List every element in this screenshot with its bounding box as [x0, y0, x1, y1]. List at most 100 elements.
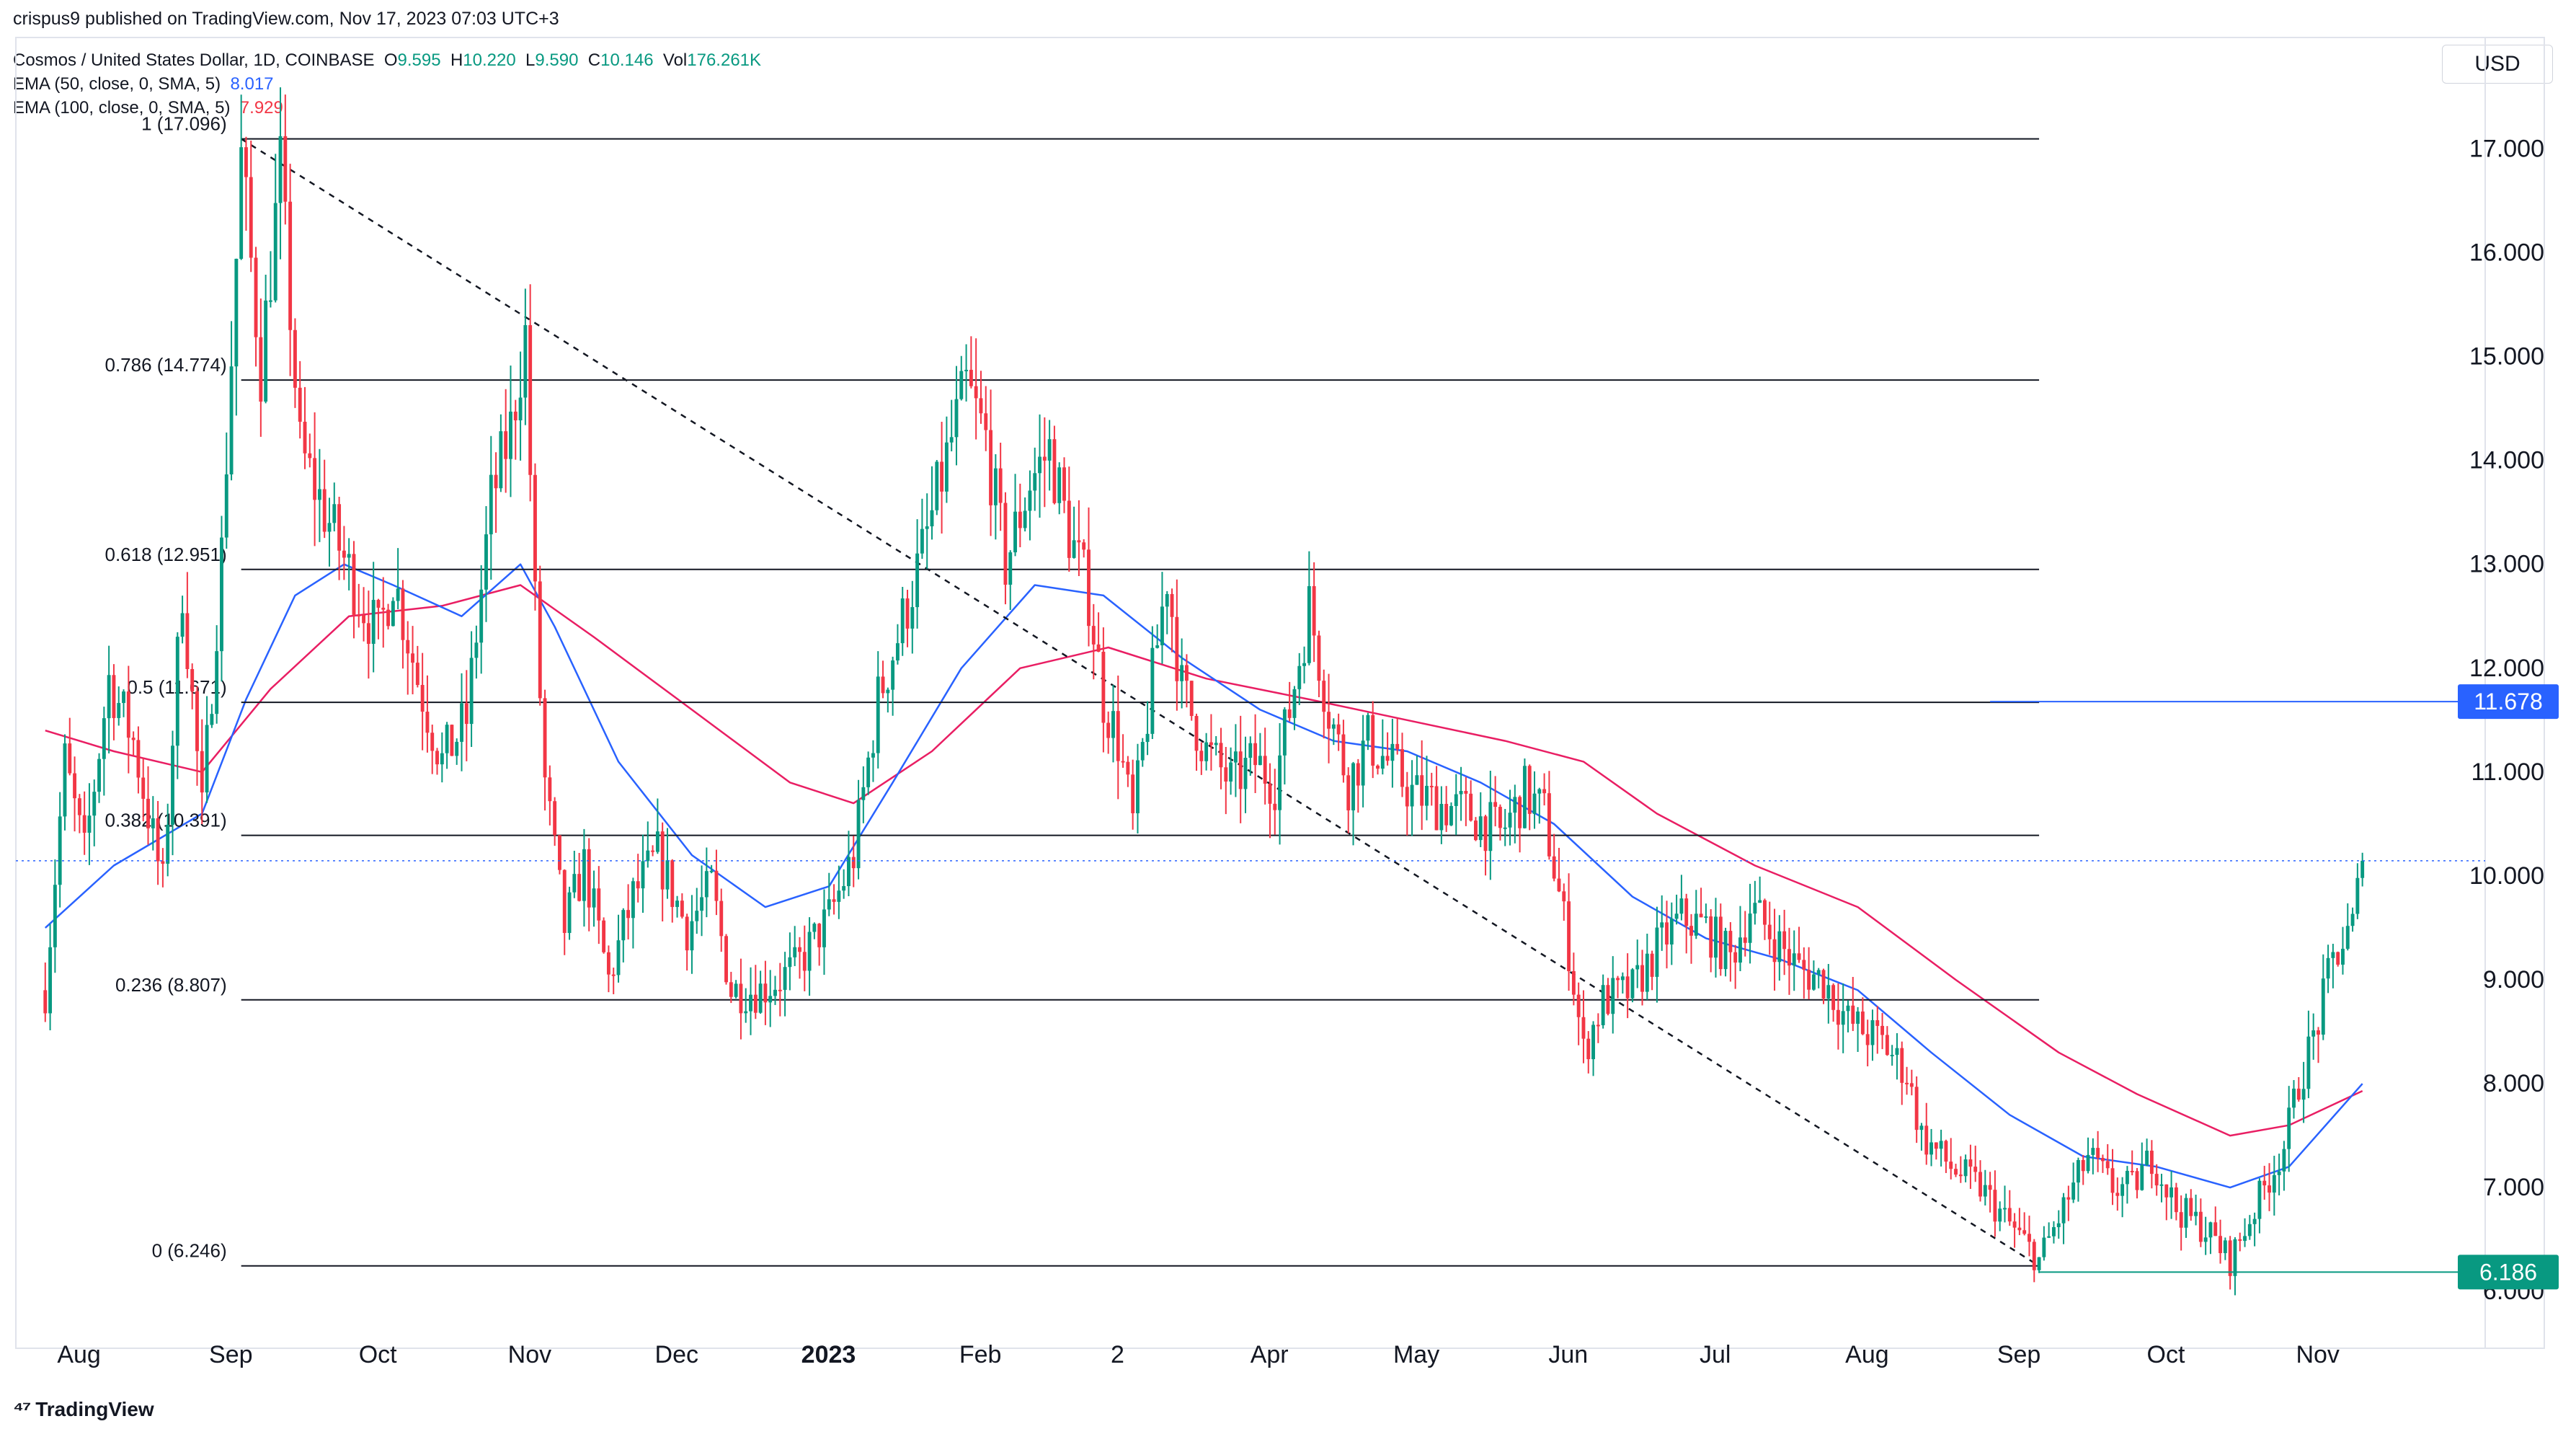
candle-body-182 [935, 461, 939, 510]
candle-body-213 [1087, 549, 1091, 627]
price-axis[interactable]: 6.0007.0008.0009.00010.00011.00012.00013… [2469, 135, 2544, 1305]
candle-body-362 [1816, 970, 1821, 975]
y-tick-label-5: 11.000 [2471, 758, 2544, 786]
candle-body-340 [1709, 916, 1713, 958]
candle-body-288 [1454, 794, 1458, 806]
candle-body-72 [396, 588, 400, 601]
fib-levels[interactable]: 1 (17.096) 0.786 (14.774) 0.618 (12.951) 0.… [105, 113, 2040, 1267]
candle-body-196 [1003, 503, 1008, 585]
currency-button[interactable]: USD [2442, 45, 2553, 84]
candle-body-464 [2317, 1030, 2320, 1035]
candle-body-245 [1243, 758, 1248, 789]
candle-body-277 [1400, 749, 1404, 787]
candle-body-73 [401, 588, 405, 640]
candle-body-253 [1282, 709, 1287, 756]
candle-body-144 [749, 994, 752, 1012]
candle-body-132 [690, 921, 694, 951]
tradingview-brand[interactable]: ⁴⁷ TradingView [13, 1397, 154, 1422]
candle-body-341 [1714, 916, 1718, 958]
ema100-legend[interactable]: EMA (100, close, 0, SMA, 5) 7.929 [13, 98, 283, 118]
candle-body-173 [891, 660, 895, 690]
dashed-trendline [240, 138, 2040, 1267]
candle-body-425 [2125, 1170, 2129, 1185]
candle-body-5 [68, 743, 72, 774]
candle-body-289 [1459, 791, 1463, 795]
close-value: 10.146 [600, 50, 654, 70]
candle-body-179 [920, 528, 924, 554]
candle-body-11 [97, 758, 101, 792]
x-tick-label-9: May [1393, 1341, 1439, 1368]
candle-body-350 [1758, 900, 1762, 903]
candle-body-286 [1444, 804, 1449, 826]
candle-body-198 [1013, 511, 1017, 553]
candle-body-171 [881, 676, 885, 694]
candle-body-192 [984, 413, 988, 430]
candle-body-37 [224, 474, 228, 538]
candle-body-117 [616, 940, 621, 975]
candle-body-322 [1620, 976, 1625, 981]
candle-body-395 [1978, 1172, 1982, 1197]
ema50-value: 8.017 [230, 74, 274, 94]
candle-body-469 [2341, 948, 2345, 965]
candle-body-159 [822, 909, 826, 947]
candle-body-23 [156, 818, 160, 862]
candle-body-225 [1145, 733, 1150, 743]
candles [43, 87, 2365, 1296]
trendline-group[interactable] [240, 138, 2040, 1267]
candle-body-405 [2028, 1234, 2031, 1242]
candle-body-272 [1376, 765, 1380, 769]
candle-body-177 [910, 607, 915, 629]
x-tick-label-0: Aug [57, 1341, 101, 1368]
candle-body-33 [205, 725, 209, 793]
candle-body-75 [411, 653, 414, 663]
candle-body-74 [406, 640, 410, 654]
candle-body-8 [82, 815, 86, 833]
candle-body-456 [2277, 1171, 2281, 1175]
candle-body-100 [533, 474, 537, 582]
symbol-name[interactable]: Cosmos / United States Dollar, 1D, COINB… [13, 50, 375, 70]
candle-body-206 [1052, 439, 1057, 503]
ema100-label: EMA (100, close, 0, SMA, 5) [13, 98, 231, 118]
candle-body-215 [1096, 644, 1101, 652]
candle-body-461 [2301, 1089, 2306, 1100]
candle-body-156 [807, 932, 812, 971]
candle-body-424 [2120, 1184, 2125, 1196]
candle-body-95 [509, 411, 512, 459]
candle-body-388 [1944, 1141, 1948, 1162]
candle-body-61 [342, 550, 346, 558]
candle-body-223 [1136, 760, 1140, 813]
candle-body-99 [528, 324, 533, 475]
candle-body-287 [1449, 805, 1453, 826]
candle-body-267 [1351, 763, 1355, 810]
candle-body-66 [366, 623, 370, 644]
candle-body-70 [386, 609, 391, 627]
x-tick-label-12: Aug [1845, 1341, 1889, 1368]
candle-body-418 [2091, 1148, 2095, 1155]
candle-body-323 [1625, 976, 1630, 999]
candle-body-141 [734, 983, 738, 997]
candle-body-275 [1390, 743, 1395, 761]
candle-body-417 [2086, 1154, 2090, 1172]
candle-body-298 [1503, 827, 1507, 829]
publish-info: crispus9 published on TradingView.com, N… [13, 9, 559, 29]
open-label: O [383, 50, 398, 70]
candle-body-155 [802, 952, 807, 971]
candle-body-176 [905, 598, 910, 629]
candle-body-327 [1645, 953, 1649, 992]
candle-body-331 [1665, 922, 1669, 944]
candle-body-185 [949, 437, 954, 443]
candle-body-293 [1478, 816, 1483, 841]
candle-body-32 [200, 751, 204, 793]
candle-body-93 [499, 431, 503, 489]
candle-body-51 [293, 329, 297, 388]
ema50-legend[interactable]: EMA (50, close, 0, SMA, 5) 8.017 [13, 74, 274, 94]
candle-body-121 [636, 881, 640, 889]
candle-body-1 [48, 947, 53, 1014]
candle-body-154 [798, 947, 801, 952]
time-axis[interactable]: Aug Sep Oct Nov Dec 2023 Feb 2 Apr May Jun Jul Aug Se… [57, 1341, 2340, 1368]
candle-body-318 [1601, 985, 1605, 1025]
candle-body-83 [450, 725, 454, 756]
candle-body-19 [136, 740, 141, 778]
candle-body-344 [1728, 931, 1733, 952]
